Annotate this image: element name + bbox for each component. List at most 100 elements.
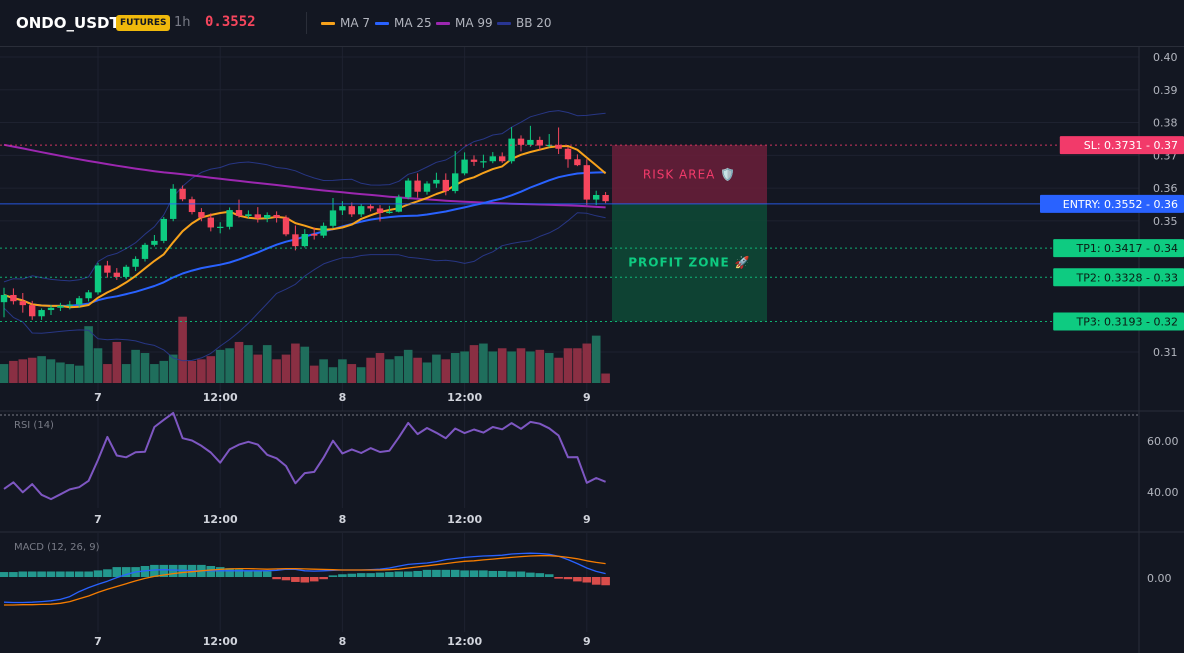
volume-bar [544,353,554,383]
candle-body [301,234,308,247]
price-time-label: 8 [339,391,347,404]
rsi-time-label: 9 [583,513,591,526]
volume-bar [168,354,178,383]
candle-body [0,294,8,303]
bb-upper-line [3,110,606,283]
macd-histogram-bar [159,564,169,577]
candle-body [273,214,280,218]
price-time-label: 12:00 [203,391,238,404]
volume-bar [103,364,112,383]
candle-body [320,225,327,236]
macd-signal-line [4,555,606,606]
macd-histogram-bar [37,571,46,577]
header-divider [306,12,307,34]
timeframe-label[interactable]: 1h [174,15,191,30]
volume-bar [121,364,131,383]
volume-bar [450,353,460,383]
candle-body [226,210,233,227]
price-tick-label: 0.40 [1153,51,1178,64]
candle-body [555,144,562,149]
legend-bb20-swatch [497,22,511,25]
price-time-label: 7 [94,391,102,404]
legend-ma25-label: MA 25 [394,16,432,30]
macd-histogram-bar [253,570,263,577]
candle-body [367,206,374,209]
candle-body [217,226,224,228]
legend-ma99[interactable]: MA 99 [436,16,493,30]
macd-histogram-bar [84,571,93,577]
volume-bar [74,365,84,383]
candle-body [292,234,299,247]
ma7-line [3,145,607,309]
volume-bar [93,348,103,383]
price-tick-label: 0.39 [1153,84,1178,97]
macd-histogram-bar [319,577,328,580]
candle-body [94,265,102,293]
macd-histogram-bar [281,577,291,581]
symbol-name[interactable]: ONDO_USDT [16,14,120,32]
candle-body [104,265,111,273]
legend-ma25-swatch [375,22,389,25]
market-badge: FUTURES [116,15,171,31]
volume-bar [573,348,582,383]
volume-bar [56,362,65,383]
macd-histogram-bar [441,569,451,577]
volume-bar [375,353,385,383]
legend-ma7[interactable]: MA 7 [321,16,370,30]
macd-histogram-bar [103,569,112,577]
volume-bar [262,345,272,383]
volume-bar [591,335,601,383]
candle-body [47,307,55,311]
volume-bar [385,359,394,383]
candle-body [348,206,355,215]
volume-bar [601,373,610,383]
volume-bar [554,357,563,383]
level-tag-label: TP1: 0.3417 - 0.34 [1076,242,1179,255]
macd-time-label: 7 [94,635,102,648]
legend-ma25[interactable]: MA 25 [375,16,432,30]
volume-bar [225,348,234,383]
candle-body [414,180,421,192]
macd-histogram-bar [93,570,103,577]
volume-bar [441,359,451,383]
macd-title: MACD (12, 26, 9) [14,542,100,553]
volume-bar [272,359,281,383]
volume-bar [140,353,150,383]
volume-bar [9,360,18,383]
macd-histogram-bar [507,571,516,577]
level-tag-label: ENTRY: 0.3552 - 0.36 [1063,198,1178,211]
volume-bar [84,326,93,383]
macd-histogram-bar [206,566,216,577]
volume-bar [300,346,310,383]
macd-histogram-bar [385,572,394,577]
candle-body [433,179,440,184]
volume-bar [27,357,37,383]
macd-histogram-bar [272,577,281,580]
legend-bb20[interactable]: BB 20 [497,16,552,30]
volume-bar [253,354,263,383]
level-tag-bg [1059,136,1184,155]
macd-histogram-bar [413,570,422,577]
macd-line [3,552,606,604]
candle-body [489,156,496,162]
rsi-tick-label: 60.00 [1147,435,1179,448]
candle-body [602,194,609,202]
candle-body [470,159,478,162]
risk-area-label: RISK AREA 🛡️ [643,168,736,182]
macd-histogram-bar [469,570,479,577]
macd-histogram-bar [244,570,253,577]
price-tick-label: 0.35 [1153,215,1178,228]
level-tag-bg [1053,239,1184,258]
macd-histogram-bar [140,566,150,577]
candle-body [583,165,590,200]
macd-histogram-bar [300,577,310,583]
candle-body [527,139,534,145]
candle-body [66,304,73,306]
level-tag-bg [1053,312,1184,331]
macd-histogram-bar [356,573,366,577]
candle-body [245,214,252,216]
macd-histogram-bar [0,572,9,577]
volume-bar [526,351,535,383]
volume-bar [347,364,357,383]
